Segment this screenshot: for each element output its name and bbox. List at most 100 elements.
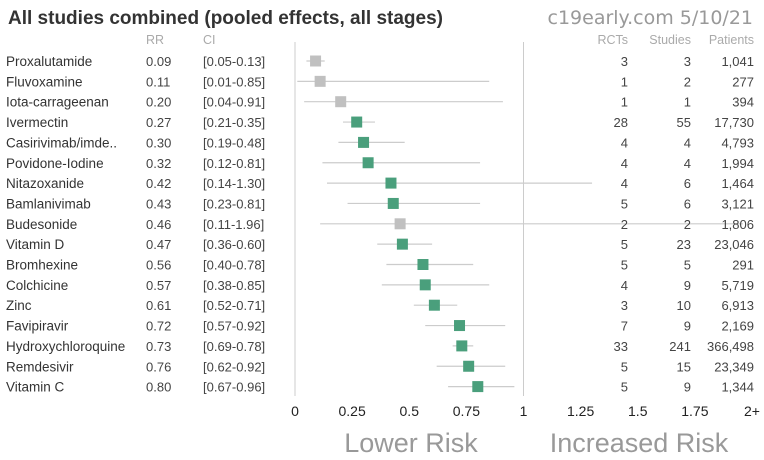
treatment-name: Vitamin D — [6, 237, 65, 252]
forest-row: Fluvoxamine 0.11 [0.01-0.85] 1 2 277 — [6, 74, 754, 89]
treatment-name: Ivermectin — [6, 115, 68, 130]
rcts-count: 7 — [621, 319, 628, 334]
rcts-count: 4 — [621, 278, 628, 293]
ci-range: [0.57-0.92] — [203, 319, 265, 334]
ci-range: [0.04-0.91] — [203, 95, 265, 110]
x-tick-label: 0 — [291, 403, 299, 419]
forest-row: Budesonide 0.46 [0.11-1.96] 2 2 1,806 — [6, 217, 754, 232]
ci-range: [0.38-0.85] — [203, 278, 265, 293]
forest-row: Zinc 0.61 [0.52-0.71] 3 10 6,913 — [6, 298, 754, 313]
rr-point-marker — [385, 177, 397, 189]
patients-count: 291 — [732, 258, 754, 273]
treatment-name: Favipiravir — [6, 319, 69, 334]
rr-point-marker — [454, 320, 466, 332]
patients-count: 17,730 — [714, 115, 754, 130]
forest-row: Proxalutamide 0.09 [0.05-0.13] 3 3 1,041 — [6, 54, 754, 69]
rr-value: 0.46 — [146, 217, 171, 232]
treatment-name: Remdesivir — [6, 359, 74, 374]
rcts-count: 3 — [621, 298, 628, 313]
x-tick-label: 0.25 — [339, 403, 366, 419]
patients-count: 1,806 — [721, 217, 754, 232]
rr-value: 0.47 — [146, 237, 171, 252]
studies-count: 55 — [677, 115, 691, 130]
patients-count: 394 — [732, 95, 754, 110]
forest-row: Ivermectin 0.27 [0.21-0.35] 28 55 17,730 — [6, 115, 754, 130]
lower-risk-label: Lower Risk — [344, 428, 478, 458]
forest-row: Remdesivir 0.76 [0.62-0.92] 5 15 23,349 — [6, 359, 754, 374]
x-tick-label: 1.75 — [681, 403, 708, 419]
rcts-count: 5 — [621, 196, 628, 211]
ci-range: [0.40-0.78] — [203, 258, 265, 273]
header-rr: RR — [146, 33, 164, 47]
patients-count: 1,344 — [721, 380, 754, 395]
header-rcts: RCTs — [597, 33, 628, 47]
forest-row: Vitamin C 0.80 [0.67-0.96] 5 9 1,344 — [6, 380, 754, 395]
rr-value: 0.76 — [146, 359, 171, 374]
rr-value: 0.72 — [146, 319, 171, 334]
ci-range: [0.62-0.92] — [203, 359, 265, 374]
studies-count: 6 — [684, 196, 691, 211]
treatment-name: Iota-carrageenan — [6, 95, 109, 110]
ci-range: [0.69-0.78] — [203, 339, 265, 354]
patients-count: 1,464 — [721, 176, 754, 191]
studies-count: 3 — [684, 54, 691, 69]
patients-count: 23,349 — [714, 359, 754, 374]
chart-title: All studies combined (pooled effects, al… — [8, 8, 443, 29]
header-ci: CI — [203, 33, 216, 47]
header-studies: Studies — [649, 33, 691, 47]
studies-count: 1 — [684, 95, 691, 110]
rcts-count: 28 — [614, 115, 628, 130]
rcts-count: 4 — [621, 176, 628, 191]
rr-point-marker — [351, 116, 363, 128]
rr-value: 0.56 — [146, 258, 171, 273]
studies-count: 241 — [669, 339, 691, 354]
forest-row: Nitazoxanide 0.42 [0.14-1.30] 4 6 1,464 — [6, 176, 754, 191]
studies-count: 10 — [677, 298, 691, 313]
forest-row: Iota-carrageenan 0.20 [0.04-0.91] 1 1 394 — [6, 95, 754, 110]
header-patients: Patients — [709, 33, 754, 47]
rr-point-marker — [419, 279, 431, 291]
rcts-count: 33 — [614, 339, 628, 354]
rr-point-marker — [358, 136, 370, 148]
patients-count: 5,719 — [721, 278, 754, 293]
ci-range: [0.05-0.13] — [203, 54, 265, 69]
rcts-count: 5 — [621, 258, 628, 273]
patients-count: 277 — [732, 74, 754, 89]
studies-count: 2 — [684, 74, 691, 89]
treatment-name: Zinc — [6, 298, 32, 313]
studies-count: 15 — [677, 359, 691, 374]
rcts-count: 5 — [621, 359, 628, 374]
rr-point-marker — [314, 75, 326, 87]
forest-row: Casirivimab/imde.. 0.30 [0.19-0.48] 4 4 4,793 — [6, 135, 754, 150]
rr-value: 0.43 — [146, 196, 171, 211]
x-axis-ticks: 0 0.25 0.5 0.75 1 1.25 1.5 1.75 2+ — [291, 403, 760, 419]
rcts-count: 2 — [621, 217, 628, 232]
ci-range: [0.01-0.85] — [203, 74, 265, 89]
rcts-count: 1 — [621, 74, 628, 89]
studies-count: 4 — [684, 135, 691, 150]
rr-point-marker — [310, 55, 322, 67]
rr-value: 0.80 — [146, 380, 171, 395]
x-tick-label: 1.25 — [567, 403, 594, 419]
x-tick-label: 1.5 — [628, 403, 648, 419]
rr-point-marker — [417, 259, 429, 270]
forest-row: Favipiravir 0.72 [0.57-0.92] 7 9 2,169 — [6, 319, 754, 334]
patients-count: 23,046 — [714, 237, 754, 252]
studies-count: 4 — [684, 156, 691, 171]
rr-value: 0.57 — [146, 278, 171, 293]
ci-range: [0.67-0.96] — [203, 380, 265, 395]
treatment-name: Casirivimab/imde.. — [6, 135, 117, 150]
patients-count: 3,121 — [721, 196, 754, 211]
forest-row: Povidone-Iodine 0.32 [0.12-0.81] 4 4 1,994 — [6, 156, 754, 171]
ci-range: [0.52-0.71] — [203, 298, 265, 313]
rcts-count: 5 — [621, 380, 628, 395]
ci-range: [0.12-0.81] — [203, 156, 265, 171]
rr-value: 0.61 — [146, 298, 171, 313]
rcts-count: 4 — [621, 135, 628, 150]
rcts-count: 4 — [621, 156, 628, 171]
rr-point-marker — [394, 218, 406, 230]
x-tick-label: 0.5 — [400, 403, 420, 419]
rr-point-marker — [396, 238, 408, 250]
rr-point-marker — [472, 381, 484, 393]
